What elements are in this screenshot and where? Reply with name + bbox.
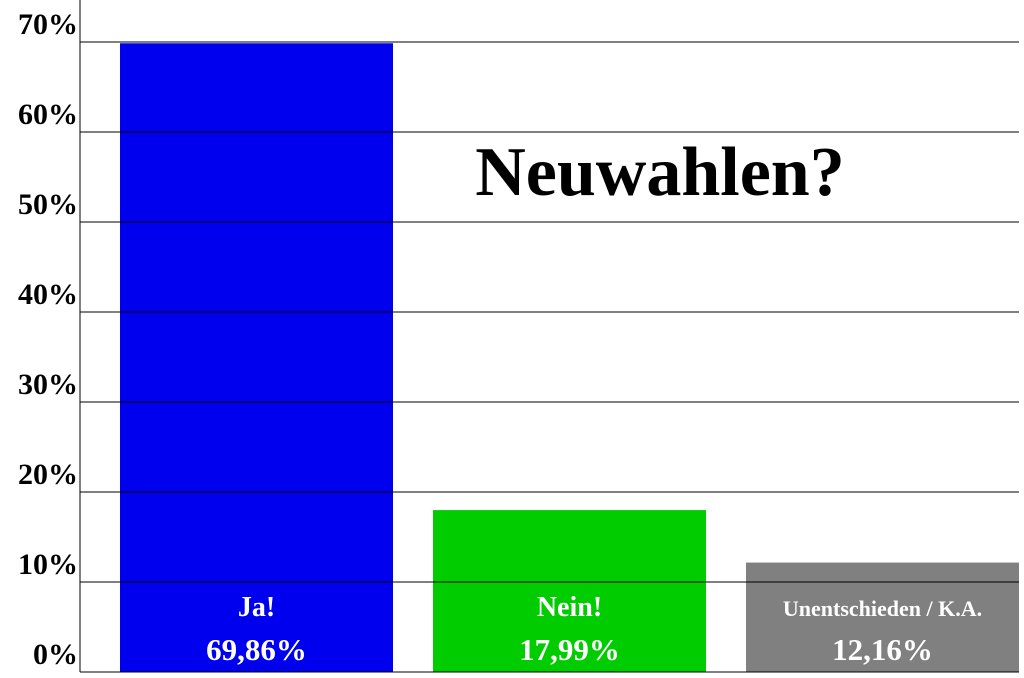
value-label: 17,99% xyxy=(519,632,620,667)
bar xyxy=(120,43,393,672)
x-tick-label: Ja! xyxy=(238,592,275,623)
chart-title: Neuwahlen? xyxy=(475,134,844,211)
value-label: 69,86% xyxy=(206,632,307,667)
value-label: 12,16% xyxy=(832,632,933,667)
bar xyxy=(746,562,1019,672)
y-tick-label: 70% xyxy=(18,8,78,41)
y-tick-label: 50% xyxy=(18,188,78,221)
y-tick-label: 20% xyxy=(18,458,78,491)
y-tick-label: 30% xyxy=(18,368,78,401)
y-tick-label: 40% xyxy=(18,278,78,311)
x-tick-label: Nein! xyxy=(537,592,602,623)
x-tick-label: Unentschieden / K.A. xyxy=(783,596,982,621)
y-tick-label: 10% xyxy=(18,548,78,581)
y-tick-label: 60% xyxy=(18,98,78,131)
y-tick-label: 0% xyxy=(33,638,78,671)
bar xyxy=(433,510,706,672)
